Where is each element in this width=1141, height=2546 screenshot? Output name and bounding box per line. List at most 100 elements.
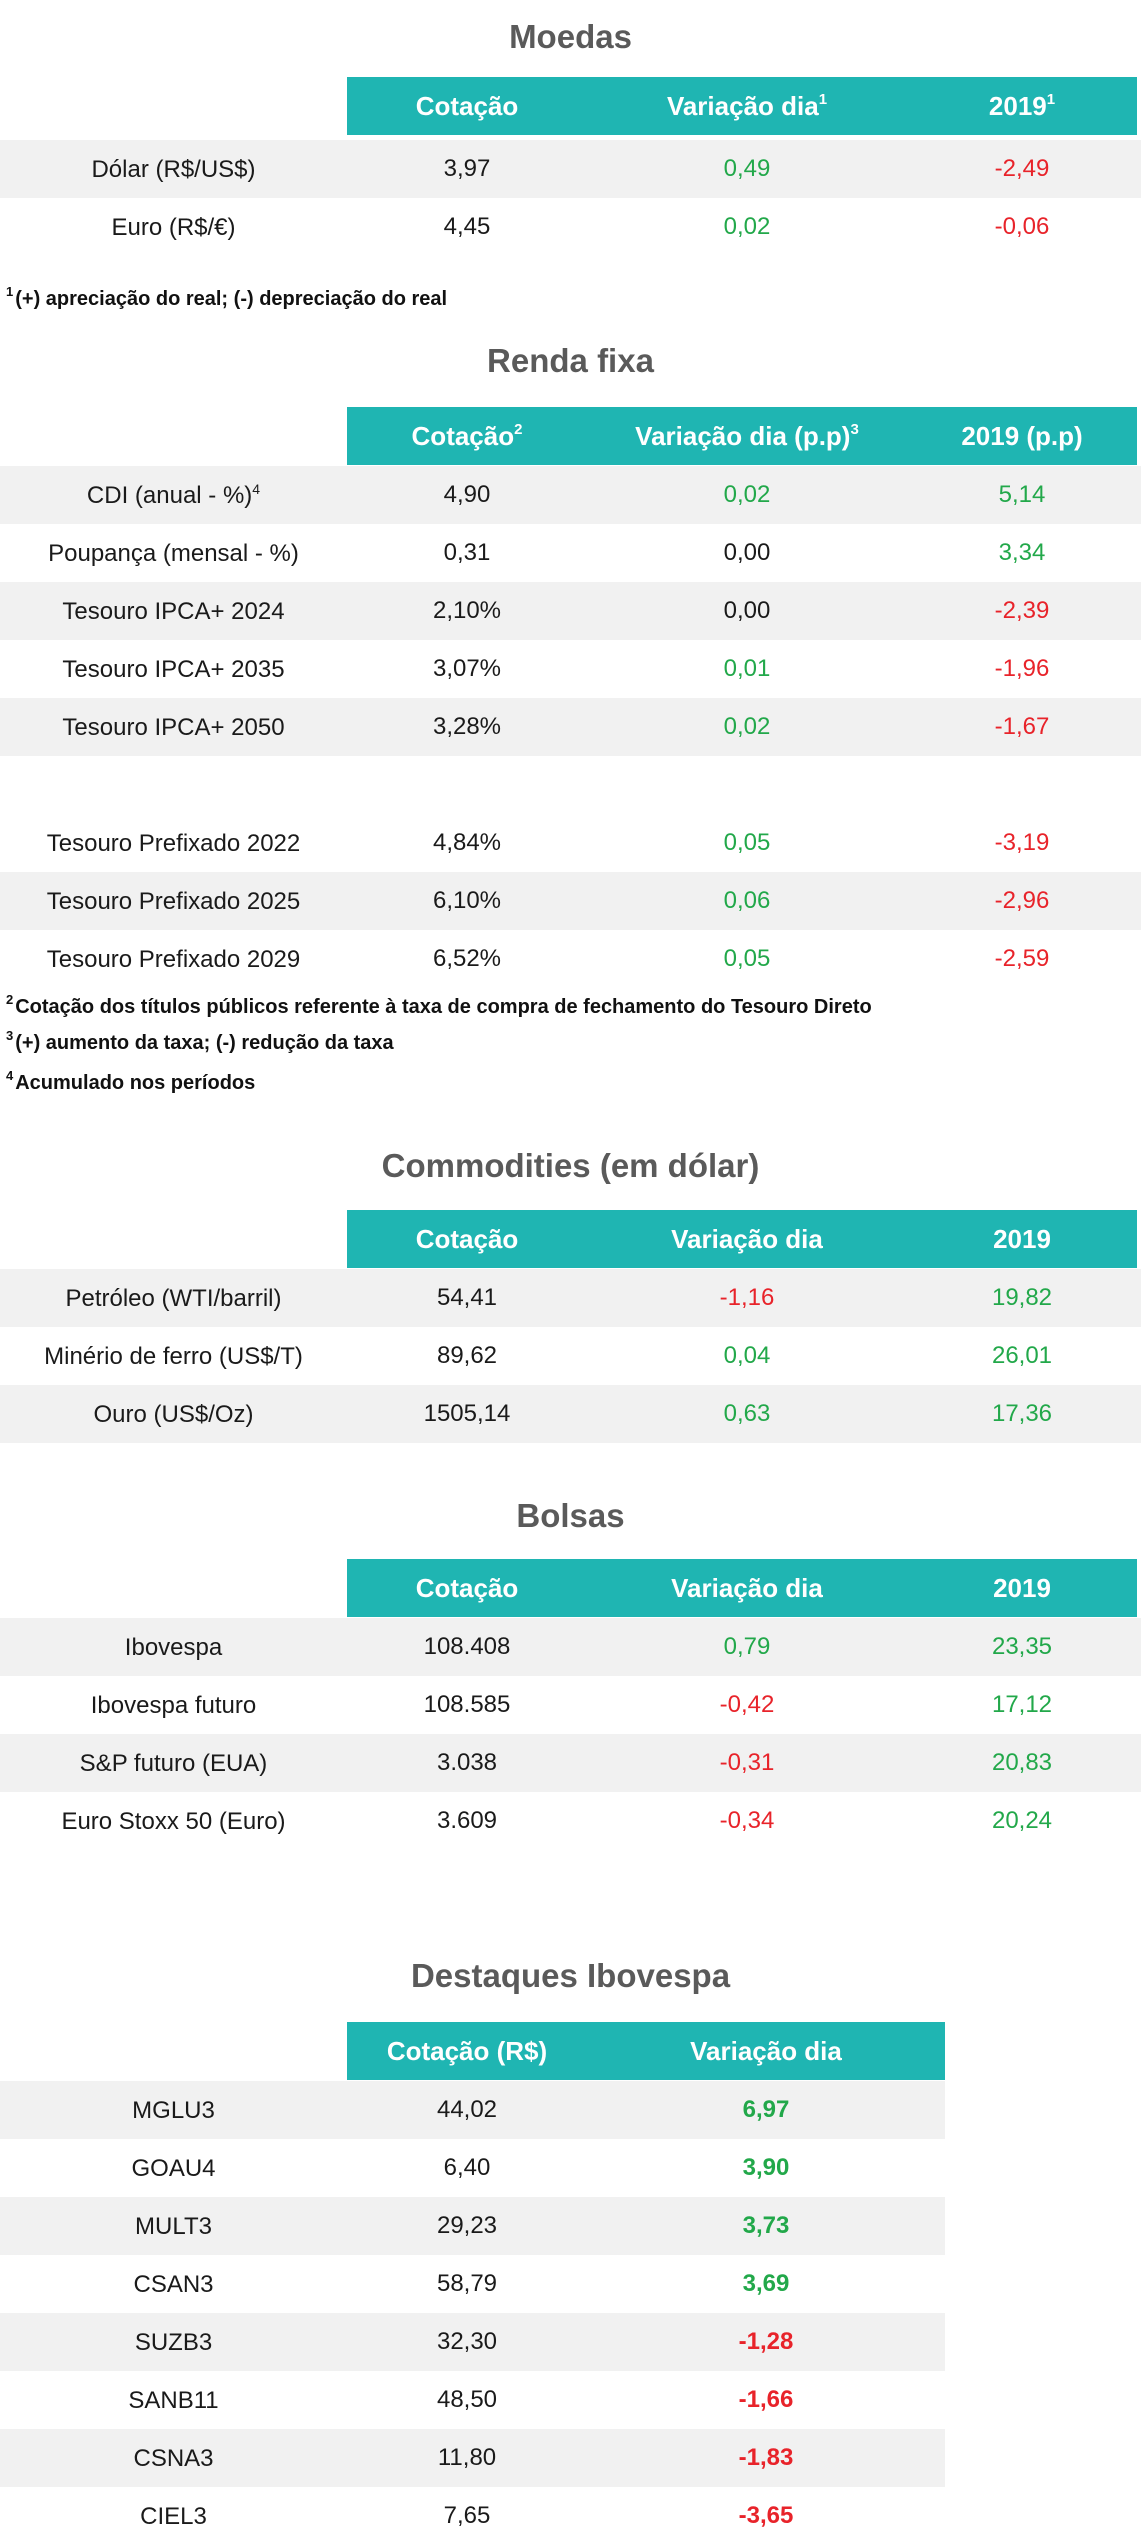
row-variacao: -1,83 [738,2444,794,2471]
table-row: Dólar (R$/US$) 3,97 0,49 -2,49 [0,140,1141,198]
row-cotacao: 11,80 [437,2444,497,2471]
row-cotacao: 0,31 [443,539,491,566]
row-label: MULT3 [0,2197,347,2255]
row-cotacao: 3,97 [443,155,491,182]
section-title-commodities: Commodities (em dólar) [381,1147,760,1184]
moedas-header-variacao: Variação dia1 [666,91,828,121]
row-variacao: -0,34 [719,1807,775,1834]
row-label: CSAN3 [0,2255,347,2313]
moedas-footnote: 1 (+) apreciação do real; (-) depreciação… [6,284,448,310]
row-cotacao: 4,90 [443,481,491,508]
row-label-text: Minério de ferro (US$/T) [44,1343,303,1370]
row-variacao: 0,02 [723,481,771,508]
row-2019: 26,01 [991,1342,1053,1369]
renda-footnote-2: 2 Cotação dos títulos públicos referente … [6,992,872,1018]
table-row: Tesouro Prefixado 2022 4,84% 0,05 -3,19 [0,814,1141,872]
table-row: GOAU4 6,40 3,90 [0,2139,945,2197]
row-cotacao: 6,40 [443,2154,491,2181]
row-label: Ibovespa futuro [0,1676,347,1734]
commodities-header-2019: 2019 [993,1224,1051,1254]
moedas-header-cotacao: Cotação [415,91,519,121]
row-label-text: Euro (R$/€) [111,214,236,241]
row-variacao: 0,05 [723,945,771,972]
row-label: Ouro (US$/Oz) [0,1385,347,1443]
moedas-header-2019: 20191 [988,91,1056,121]
row-label: CIEL3 [0,2487,347,2545]
row-label-text: CSAN3 [133,2271,214,2298]
row-label: Tesouro IPCA+ 2024 [0,582,347,640]
row-label: Tesouro IPCA+ 2050 [0,698,347,756]
section-title-destaques: Destaques Ibovespa [410,1957,731,1994]
row-label: Euro Stoxx 50 (Euro) [0,1792,347,1850]
row-variacao: 3,73 [742,2212,790,2239]
row-label: Tesouro IPCA+ 2035 [0,640,347,698]
row-label-text: SANB11 [128,2387,219,2414]
destaques-header: Cotação (R$) Variação dia [347,2022,945,2080]
row-2019: -1,67 [994,713,1050,740]
row-cotacao: 54,41 [436,1284,498,1311]
renda-header-2019: 2019 (p.p) [961,421,1083,451]
row-2019: 17,12 [991,1691,1053,1718]
row-2019: 17,36 [991,1400,1053,1427]
row-variacao: 3,90 [742,2154,790,2181]
row-label-text: CDI (anual - %) [86,482,253,509]
table-row: CIEL3 7,65 -3,65 [0,2487,945,2545]
table-row: Ibovespa futuro 108.585 -0,42 17,12 [0,1676,1141,1734]
section-title-bolsas: Bolsas [516,1497,625,1534]
table-row: SANB11 48,50 -1,66 [0,2371,945,2429]
row-label-text: Tesouro IPCA+ 2050 [62,714,285,741]
row-label: Petróleo (WTI/barril) [0,1269,347,1327]
row-variacao: -0,31 [719,1749,775,1776]
table-row: CSAN3 58,79 3,69 [0,2255,945,2313]
row-label-text: S&P futuro (EUA) [79,1750,268,1777]
row-label: CSNA3 [0,2429,347,2487]
table-row: SUZB3 32,30 -1,28 [0,2313,945,2371]
row-label-text: Tesouro Prefixado 2029 [46,946,301,973]
row-2019: 5,14 [998,481,1046,508]
row-cotacao: 48,50 [436,2386,498,2413]
renda-header-cotacao: Cotação2 [411,421,523,451]
table-row: MGLU3 44,02 6,97 [0,2081,945,2139]
row-label: Minério de ferro (US$/T) [0,1327,347,1385]
table-row: MULT3 29,23 3,73 [0,2197,945,2255]
row-label: Tesouro Prefixado 2025 [0,872,347,930]
row-variacao: 0,02 [723,213,771,240]
row-variacao: 3,69 [742,2270,790,2297]
row-cotacao: 32,30 [436,2328,498,2355]
row-variacao: -0,42 [719,1691,775,1718]
row-variacao: 0,04 [723,1342,771,1369]
row-label-text: SUZB3 [134,2329,213,2356]
row-2019: 20,24 [991,1807,1053,1834]
table-row: Poupança (mensal - %) 0,31 0,00 3,34 [0,524,1141,582]
commodities-header: Cotação Variação dia 2019 [347,1210,1137,1268]
row-label: Euro (R$/€) [0,198,347,256]
row-cotacao: 3,07% [432,655,502,682]
row-variacao: 0,01 [723,655,771,682]
table-row: Tesouro IPCA+ 2024 2,10% 0,00 -2,39 [0,582,1141,640]
row-label-text: Tesouro IPCA+ 2024 [62,598,285,625]
destaques-header-cotacao: Cotação (R$) [386,2036,548,2066]
row-label: Dólar (R$/US$) [0,140,347,198]
row-cotacao: 4,84% [432,829,502,856]
table-row: Euro Stoxx 50 (Euro) 3.609 -0,34 20,24 [0,1792,1141,1850]
row-label-text: MULT3 [135,2213,212,2240]
row-2019: 3,34 [998,539,1046,566]
row-cotacao: 29,23 [436,2212,498,2239]
row-label: Poupança (mensal - %) [0,524,347,582]
moedas-header: Cotação Variação dia1 20191 [347,77,1137,135]
row-variacao: -3,65 [738,2502,794,2529]
row-cotacao: 3.038 [436,1749,498,1776]
row-label-text: Tesouro Prefixado 2022 [46,830,301,857]
row-cotacao: 3.609 [436,1807,498,1834]
table-row: Ouro (US$/Oz) 1505,14 0,63 17,36 [0,1385,1141,1443]
row-label: SUZB3 [0,2313,347,2371]
renda-header: Cotação2 Variação dia (p.p)3 2019 (p.p) [347,407,1137,465]
section-title-renda-fixa: Renda fixa [487,342,654,379]
row-cotacao: 3,28% [432,713,502,740]
row-2019: -3,19 [994,829,1050,856]
row-label-text: Tesouro Prefixado 2025 [46,888,301,915]
table-row: Tesouro IPCA+ 2035 3,07% 0,01 -1,96 [0,640,1141,698]
row-label: MGLU3 [0,2081,347,2139]
row-cotacao: 108.585 [423,1691,511,1718]
row-2019: -2,49 [994,155,1050,182]
